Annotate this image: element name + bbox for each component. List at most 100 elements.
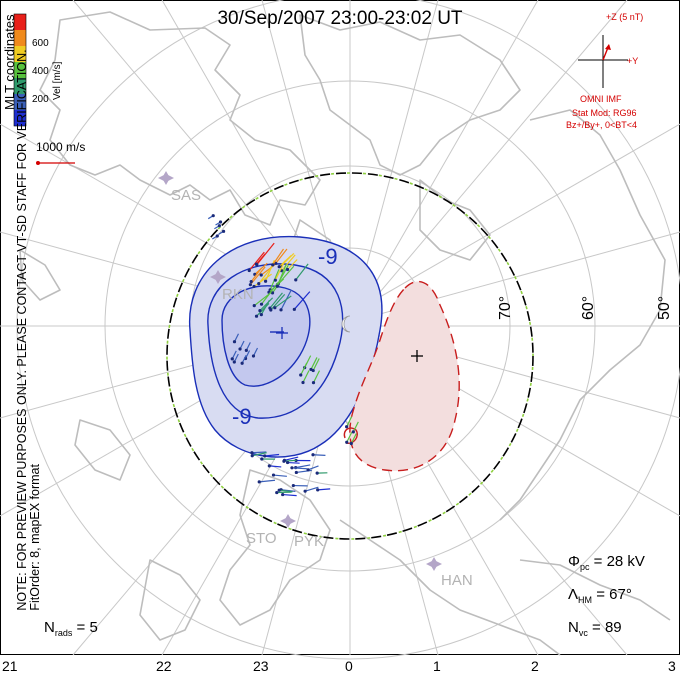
velocity-vector — [295, 263, 309, 281]
velocity-vector-origin — [345, 425, 349, 429]
velocity-vector — [273, 474, 287, 477]
velocity-vector — [278, 255, 292, 268]
potential-min-marker — [276, 327, 288, 339]
imf-z-label: +Z (5 nT) — [606, 12, 644, 22]
latitude-label-70: 70° — [497, 295, 514, 320]
velocity-vector-origin — [230, 357, 234, 361]
velocity-vector-origin — [250, 451, 254, 455]
velocity-vector — [253, 273, 272, 287]
velocity-vector-origin — [258, 309, 262, 313]
velocity-tick-400: 400 — [32, 66, 49, 77]
velocity-vector — [272, 248, 284, 266]
mlt-label-23: 23 — [253, 658, 269, 674]
velocity-vector — [310, 357, 318, 370]
velocity-vector — [295, 464, 311, 469]
velocity-vector-origin — [271, 263, 275, 267]
velocity-vector-origin — [247, 268, 251, 273]
velocity-vector — [279, 489, 293, 493]
velocity-vector — [350, 433, 357, 444]
velocity-vector-origin — [311, 381, 316, 385]
velocity-vector-origin — [244, 348, 248, 352]
velocity-vector-origin — [259, 313, 263, 317]
velocity-vector — [274, 295, 292, 309]
velocity-vector-origin — [294, 470, 298, 475]
velocity-vector-origin — [291, 483, 295, 488]
mlt-label-22: 22 — [156, 658, 172, 674]
velocity-vector — [255, 253, 266, 265]
velocity-vector-origin — [275, 490, 279, 495]
side-note-line2: FitOrder: 8, mapEX format — [28, 464, 42, 611]
velocity-vector — [253, 291, 272, 307]
velocity-vector — [282, 493, 297, 497]
velocity-vector — [248, 251, 265, 271]
velocity-vector-origin — [285, 460, 290, 465]
velocity-vector-origin — [215, 234, 219, 238]
velocity-vector-origin — [279, 308, 283, 312]
velocity-vector-origin — [263, 279, 268, 283]
velocity-vector — [249, 266, 266, 286]
velocity-vectors — [207, 214, 359, 497]
velocity-vector-origin — [259, 302, 264, 306]
stat-n-rads: Nrads = 5 — [44, 619, 98, 638]
velocity-vector-origin — [249, 279, 253, 284]
velocity-vector-origin — [315, 471, 319, 475]
station-label-han: HAN — [441, 572, 473, 589]
velocity-vector — [312, 454, 326, 456]
imf-model: Stat Mod: RG96 — [572, 108, 637, 118]
velocity-vector — [346, 432, 353, 443]
velocity-vector-origin — [273, 306, 277, 310]
velocity-color-scale — [13, 13, 27, 127]
mlt-label-2: 2 — [531, 658, 539, 674]
velocity-vector — [287, 259, 298, 270]
velocity-vector-origin — [294, 278, 298, 282]
velocity-vector-origin — [238, 347, 242, 351]
velocity-vector-origin — [273, 278, 277, 282]
velocity-vector-origin — [218, 220, 223, 224]
stat-phi-pc: Φpc = 28 kV — [568, 553, 645, 572]
velocity-vector-origin — [303, 489, 307, 493]
velocity-vector — [293, 291, 311, 310]
velocity-vector-origin — [299, 373, 303, 377]
velocity-vector-origin — [285, 267, 290, 272]
velocity-vector-origin — [271, 473, 276, 477]
pole-marker — [341, 315, 351, 333]
velocity-vector — [312, 370, 321, 383]
mlt-label-1: 1 — [433, 658, 441, 674]
velocity-vector-origin — [254, 262, 259, 266]
imf-y-label: +Y — [627, 56, 639, 66]
station-label-sas: SAS — [171, 187, 202, 204]
velocity-vector — [260, 299, 270, 315]
latitude-label-50: 50° — [656, 295, 673, 320]
velocity-vector — [307, 465, 319, 471]
velocity-vector — [346, 416, 353, 427]
velocity-vector — [252, 452, 267, 457]
velocity-vector-origin — [275, 284, 279, 288]
imf-dial — [578, 35, 628, 88]
velocity-vector — [276, 264, 287, 287]
velocity-vector-origin — [292, 307, 296, 311]
velocity-vector-origin — [316, 488, 320, 492]
velocity-vector — [259, 297, 274, 312]
map-title: 30/Sep/2007 23:00-23:02 UT — [217, 8, 463, 29]
velocity-vector-origin — [254, 314, 259, 318]
velocity-vector-origin — [217, 224, 221, 228]
radar-station-markers — [158, 171, 442, 571]
velocity-vector-origin — [221, 229, 226, 233]
velocity-vector-origin — [277, 265, 281, 269]
velocity-vector — [352, 421, 359, 433]
velocity-vector-origin — [306, 468, 310, 472]
velocity-vector-origin — [301, 380, 305, 385]
velocity-vector — [269, 465, 282, 468]
velocity-vector-origin — [267, 464, 271, 468]
velocity-vector-origin — [282, 458, 287, 462]
velocity-vector — [287, 461, 300, 464]
mlt-label-21: 21 — [2, 658, 18, 674]
velocity-vector-origin — [250, 454, 254, 458]
velocity-vector — [275, 248, 288, 264]
velocity-vector — [317, 488, 331, 491]
velocity-vector — [284, 456, 299, 461]
velocity-axis-label: Vel [m/s] — [52, 61, 63, 100]
reference-vector-label: 1000 m/s — [36, 140, 86, 154]
velocity-vector — [302, 370, 310, 383]
